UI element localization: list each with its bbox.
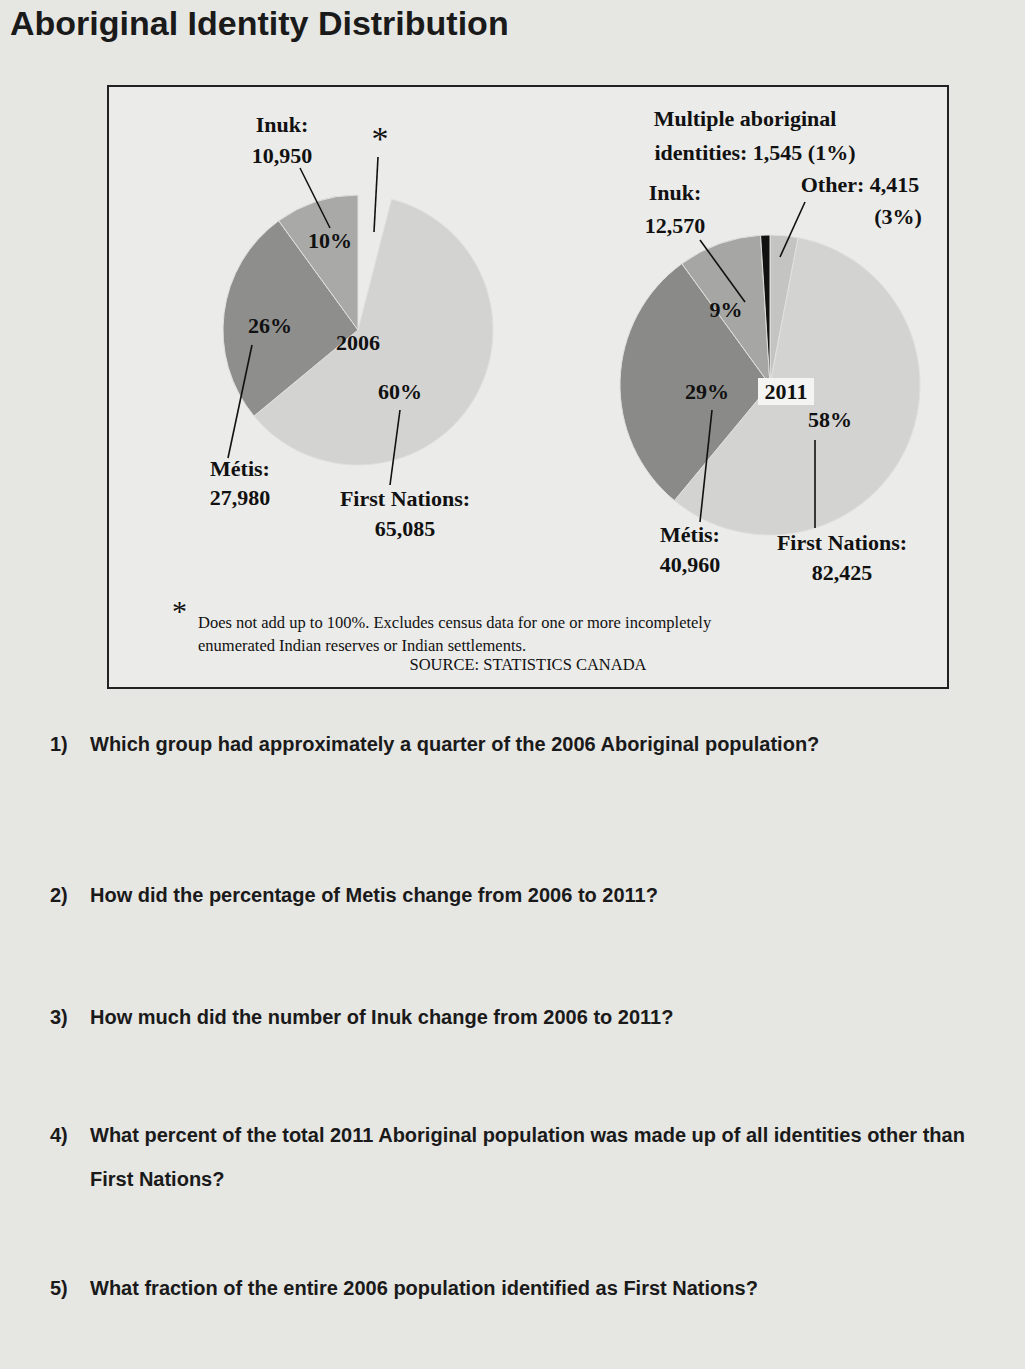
pie-year: 2011 xyxy=(765,379,808,404)
chart-frame xyxy=(108,86,948,688)
data-label: 9% xyxy=(710,297,743,322)
category-label: Métis: xyxy=(660,522,720,547)
pie-slice xyxy=(761,235,770,385)
leader-line xyxy=(300,168,330,228)
question-number: 2) xyxy=(50,873,68,917)
category-label: Inuk: xyxy=(256,112,309,137)
leader-line xyxy=(700,410,712,522)
question-number: 4) xyxy=(50,1113,68,1157)
category-label: Métis: xyxy=(210,456,270,481)
count-label: 40,960 xyxy=(660,552,721,577)
leader-line xyxy=(228,345,252,458)
question: 4) What percent of the total 2011 Aborigi… xyxy=(50,1113,1000,1201)
count-label: 4,415 xyxy=(870,172,920,197)
category-label: Multiple aboriginal xyxy=(654,106,837,131)
count-label: 65,085 xyxy=(375,516,436,541)
page-title: Aboriginal Identity Distribution xyxy=(10,4,509,43)
question-text: How did the percentage of Metis change f… xyxy=(90,873,1000,917)
question-text: What percent of the total 2011 Aborigina… xyxy=(90,1113,1000,1201)
question-text: How much did the number of Inuk change f… xyxy=(90,995,1000,1039)
data-label: 10% xyxy=(308,228,352,253)
source: SOURCE: STATISTICS CANADA xyxy=(108,655,948,675)
pie-chart: 2011 Other: 4,415 (3%) 58% First Nations: 82,… xyxy=(620,106,922,585)
category-label: identities: xyxy=(654,140,752,165)
data-label: (3%) xyxy=(874,204,922,229)
question-text: What fraction of the entire 2006 populat… xyxy=(90,1266,1000,1310)
leader-line xyxy=(390,410,400,485)
category-label: Inuk: xyxy=(649,180,702,205)
category-count-label: identities: 1,545 (1%) xyxy=(654,140,855,165)
question-number: 3) xyxy=(50,995,68,1039)
category-label: First Nations: xyxy=(777,530,907,555)
footnote-marker: * xyxy=(172,594,187,628)
slices xyxy=(223,195,493,465)
question: 1) Which group had approximately a quarte… xyxy=(50,722,1000,766)
question-text: Which group had approximately a quarter … xyxy=(90,722,1000,766)
count-label: 82,425 xyxy=(812,560,873,585)
leader-line xyxy=(700,240,745,302)
pie-chart: 2006 * 60% First Nations: 65,085 26% Métis: 27,… xyxy=(210,112,493,541)
leader-line xyxy=(780,202,805,257)
footnote: Does not add up to 100%. Excludes census… xyxy=(198,611,788,657)
chart-canvas: 2006 * 60% First Nations: 65,085 26% Métis: 27,… xyxy=(0,0,1025,1369)
pie-slice xyxy=(682,235,770,385)
annotation-marker: * xyxy=(372,120,389,157)
question: 2) How did the percentage of Metis change… xyxy=(50,873,1000,917)
count-label: 1,545 xyxy=(753,140,808,165)
count-label: 27,980 xyxy=(210,485,271,510)
data-label: (1%) xyxy=(808,140,856,165)
slices xyxy=(620,235,920,535)
category-count-label: Other: 4,415 xyxy=(801,172,920,197)
count-label: 10,950 xyxy=(252,143,313,168)
title-box xyxy=(758,378,814,405)
leader-line xyxy=(814,440,816,528)
category-label: Other: xyxy=(801,172,870,197)
pie-year: 2006 xyxy=(336,330,380,355)
question: 5) What fraction of the entire 2006 popul… xyxy=(50,1266,1000,1310)
data-label: 26% xyxy=(248,313,292,338)
count-label: 12,570 xyxy=(645,213,706,238)
pie-slice xyxy=(279,195,358,330)
question-number: 1) xyxy=(50,722,68,766)
data-label: 60% xyxy=(378,379,422,404)
category-label: First Nations: xyxy=(340,486,470,511)
data-label: 58% xyxy=(808,407,852,432)
question-number: 5) xyxy=(50,1266,68,1310)
question: 3) How much did the number of Inuk change… xyxy=(50,995,1000,1039)
leader-line xyxy=(374,157,378,232)
data-label: 29% xyxy=(685,379,729,404)
